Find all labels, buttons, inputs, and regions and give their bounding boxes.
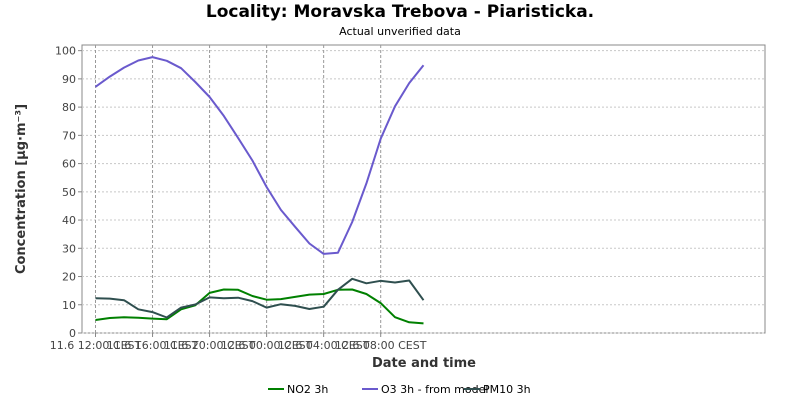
y-tick-label: 10 xyxy=(62,299,76,312)
series-line xyxy=(95,277,425,319)
x-tick-label: 11.6 20:00 CEST xyxy=(164,339,256,352)
legend-item-label: PM10 3h xyxy=(483,383,531,396)
y-tick-label: 90 xyxy=(62,73,76,86)
y-tick-label: 40 xyxy=(62,214,76,227)
y-tick-label: 80 xyxy=(62,101,76,114)
y-axis-ticks: 0 10 20 30 40 50 60 70 80 90 100 xyxy=(55,45,82,340)
y-tick-label: 70 xyxy=(62,129,76,142)
legend-item-label: NO2 3h xyxy=(287,383,328,396)
y-tick-label: 60 xyxy=(62,158,76,171)
x-tick-label: 11.6 12:00 CEST xyxy=(50,339,142,352)
plot-area xyxy=(81,44,766,334)
x-axis-label: Date and time xyxy=(372,356,476,371)
y-tick-label: 0 xyxy=(69,327,76,340)
x-tick-label: 12.6 04:00 CEST xyxy=(278,339,370,352)
series-lines xyxy=(94,56,425,325)
legend-item-label: O3 3h - from model xyxy=(381,383,488,396)
series-line xyxy=(95,288,424,325)
x-tick-label: 12.6 08:00 CEST xyxy=(335,339,427,352)
y-tick-label: 30 xyxy=(62,242,76,255)
x-tick-label: 12.6 00:00 CEST xyxy=(221,339,313,352)
y-tick-label: 50 xyxy=(62,186,76,199)
chart-title: Locality: Moravska Trebova - Piaristicka… xyxy=(206,2,594,22)
y-tick-label: 20 xyxy=(62,271,76,284)
y-tick-label: 100 xyxy=(55,45,76,58)
y-axis-label: Concentration [µg·m⁻³] xyxy=(14,104,29,274)
series-line xyxy=(94,56,425,255)
chart-subtitle: Actual unverified data xyxy=(339,25,461,38)
x-tick-label: 11.6 16:00 CEST xyxy=(107,339,199,352)
grid xyxy=(82,45,765,334)
